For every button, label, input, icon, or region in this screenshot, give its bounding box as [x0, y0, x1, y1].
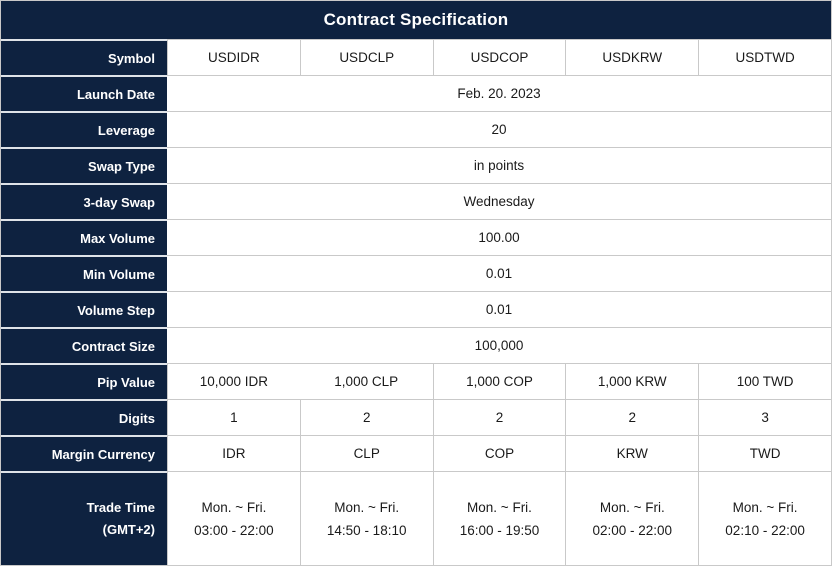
- trade-time-days: Mon. ~ Fri.: [599, 499, 665, 515]
- row-label-contract-size: Contract Size: [1, 327, 167, 363]
- row-label-min-volume: Min Volume: [1, 255, 167, 291]
- trade-time-hours: 14:50 - 18:10: [326, 522, 407, 538]
- swap-type-value: in points: [167, 147, 831, 183]
- row-label-symbol: Symbol: [1, 39, 167, 75]
- margin-currency-cell: COP: [432, 435, 566, 471]
- row-label-swap-type: Swap Type: [1, 147, 167, 183]
- contract-size-value: 100,000: [167, 327, 831, 363]
- margin-currency-cell: IDR: [167, 435, 300, 471]
- pip-value-cell: 1,000 COP: [432, 363, 566, 399]
- min-volume-value: 0.01: [167, 255, 831, 291]
- trade-time-cell: Mon. ~ Fri. 16:00 - 19:50: [432, 471, 566, 565]
- digits-cell: 2: [565, 399, 699, 435]
- row-label-max-volume: Max Volume: [1, 219, 167, 255]
- table-title: Contract Specification: [1, 1, 831, 39]
- digits-cell: 1: [167, 399, 300, 435]
- leverage-value: 20: [167, 111, 831, 147]
- 3-day-swap-value: Wednesday: [167, 183, 831, 219]
- trade-time-days: Mon. ~ Fri.: [201, 499, 267, 515]
- row-label-launch-date: Launch Date: [1, 75, 167, 111]
- trade-time-days: Mon. ~ Fri.: [732, 499, 798, 515]
- trade-time-hours: 02:00 - 22:00: [592, 522, 673, 538]
- trade-time-cell: Mon. ~ Fri. 14:50 - 18:10: [299, 471, 433, 565]
- row-label-trade-time: Trade Time (GMT+2): [1, 471, 167, 565]
- row-label-3-day-swap: 3-day Swap: [1, 183, 167, 219]
- trade-time-hours: 02:10 - 22:00: [725, 522, 805, 538]
- trade-time-hours: 16:00 - 19:50: [459, 522, 540, 538]
- symbol-cell: USDIDR: [167, 39, 300, 75]
- trade-time-days: Mon. ~ Fri.: [467, 499, 532, 515]
- trade-time-cell: Mon. ~ Fri. 02:00 - 22:00: [565, 471, 699, 565]
- trade-time-label-line2: (GMT+2): [102, 522, 155, 537]
- trade-time-hours: 03:00 - 22:00: [194, 522, 274, 538]
- margin-currency-cell: KRW: [565, 435, 699, 471]
- pip-value-cell: 10,000 IDR: [167, 363, 300, 399]
- trade-time-cell: Mon. ~ Fri. 02:10 - 22:00: [698, 471, 831, 565]
- trade-time-label-line1: Trade Time: [86, 500, 155, 515]
- margin-currency-cell: CLP: [299, 435, 433, 471]
- symbol-cell: USDTWD: [698, 39, 831, 75]
- trade-time-days: Mon. ~ Fri.: [334, 499, 400, 515]
- max-volume-value: 100.00: [167, 219, 831, 255]
- digits-cell: 2: [432, 399, 566, 435]
- symbol-cell: USDKRW: [565, 39, 699, 75]
- pip-value-cell: 100 TWD: [698, 363, 831, 399]
- row-label-margin-currency: Margin Currency: [1, 435, 167, 471]
- margin-currency-cell: TWD: [698, 435, 831, 471]
- pip-value-cell: 1,000 KRW: [565, 363, 699, 399]
- digits-cell: 3: [698, 399, 831, 435]
- row-label-leverage: Leverage: [1, 111, 167, 147]
- row-label-pip-value: Pip Value: [1, 363, 167, 399]
- digits-cell: 2: [299, 399, 433, 435]
- trade-time-cell: Mon. ~ Fri. 03:00 - 22:00: [167, 471, 300, 565]
- row-label-volume-step: Volume Step: [1, 291, 167, 327]
- volume-step-value: 0.01: [167, 291, 831, 327]
- symbol-cell: USDCLP: [299, 39, 433, 75]
- launch-date-value: Feb. 20. 2023: [167, 75, 831, 111]
- symbol-cell: USDCOP: [432, 39, 566, 75]
- pip-value-cell: 1,000 CLP: [299, 363, 433, 399]
- row-label-digits: Digits: [1, 399, 167, 435]
